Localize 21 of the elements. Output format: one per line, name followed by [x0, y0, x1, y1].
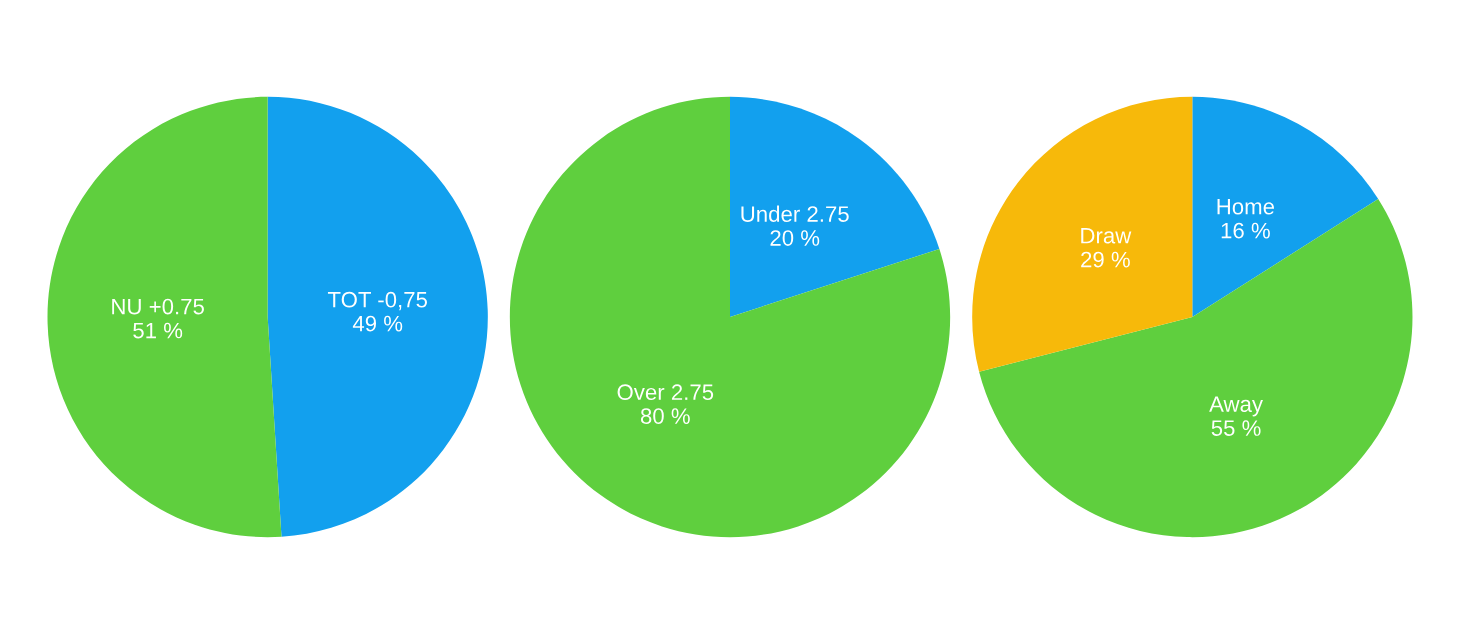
data-label: 80 %: [640, 408, 690, 424]
data-label: 55 %: [1211, 420, 1261, 436]
pie-slice: [972, 96, 1193, 372]
slice-label: Draw: [1081, 228, 1132, 244]
pie-slice: [979, 199, 1413, 538]
pie-slice: [267, 96, 488, 537]
pie-slice: [509, 96, 951, 538]
slice-label: Away: [1209, 396, 1263, 417]
slice-label: Under 2.75: [741, 205, 849, 222]
slice-label: Home: [1217, 199, 1275, 215]
slice-label: Over 2.75: [617, 384, 714, 401]
data-label: 51 %: [133, 322, 183, 339]
slice-label: TOT -0,75: [327, 291, 427, 311]
pie-slice: [730, 96, 940, 317]
data-label: 29 %: [1081, 251, 1130, 268]
data-label: 16 %: [1221, 222, 1270, 239]
data-label: 49 %: [352, 315, 403, 332]
slice-label: NU +0.75: [112, 298, 204, 315]
data-label: 20 %: [770, 230, 820, 246]
pie-slice: [47, 96, 282, 538]
pie-slice: [1192, 96, 1379, 317]
